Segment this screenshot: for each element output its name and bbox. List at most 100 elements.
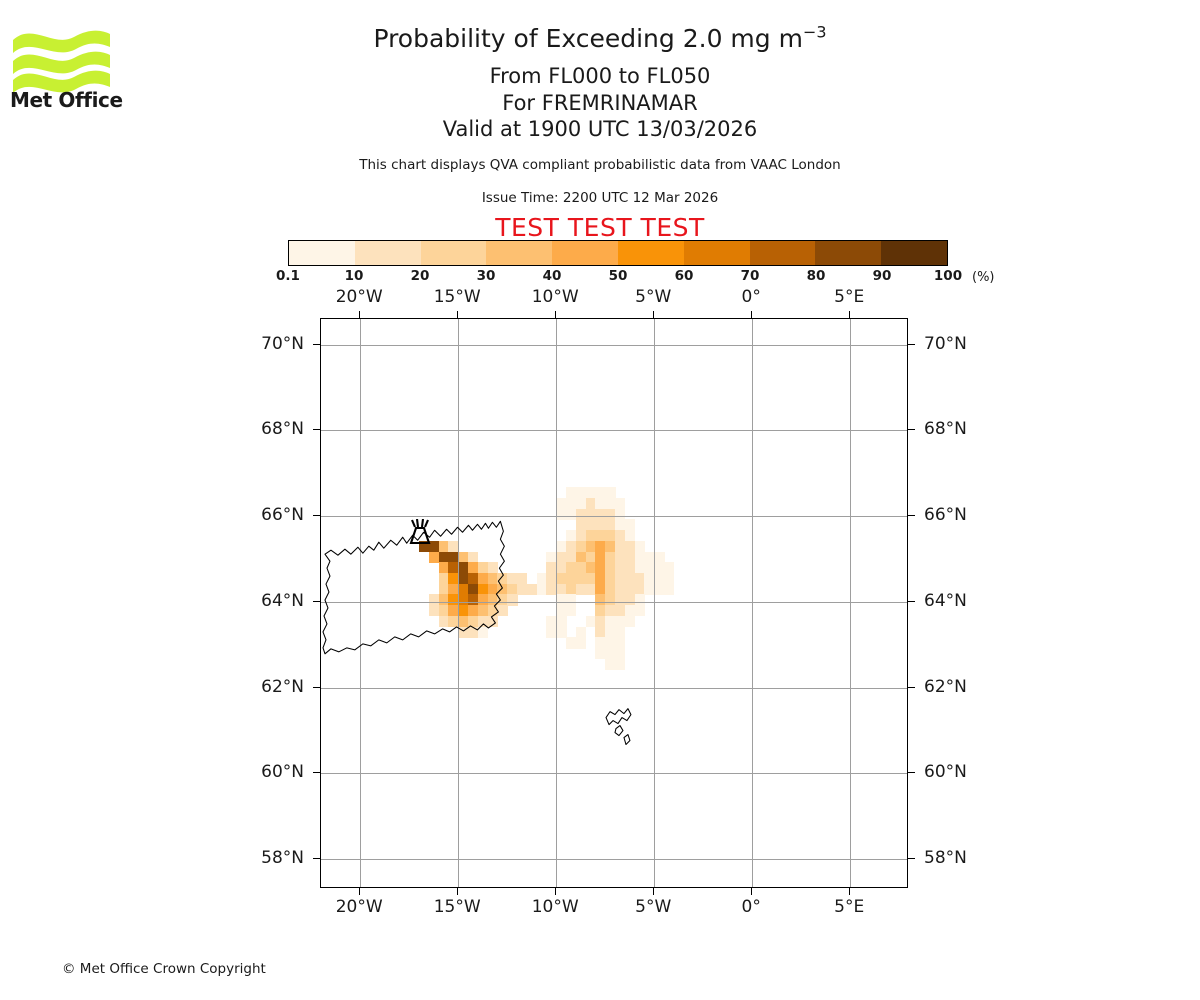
ash-probability-cell bbox=[497, 572, 508, 585]
gridline-latitude bbox=[321, 516, 907, 518]
ash-probability-cell bbox=[595, 530, 606, 542]
gridline-latitude bbox=[321, 773, 907, 775]
colorbar-segment-1 bbox=[354, 241, 421, 265]
chart-title-exponent: −3 bbox=[802, 22, 827, 42]
colorbar-tick-60: 60 bbox=[674, 268, 694, 284]
latitude-label-right: 58°N bbox=[924, 848, 967, 868]
ash-probability-cell bbox=[595, 487, 606, 499]
ash-probability-cell bbox=[634, 583, 645, 595]
colorbar-tick-30: 30 bbox=[476, 268, 496, 284]
colorbar-tick-90: 90 bbox=[872, 268, 892, 284]
longitude-label-bottom: 10°W bbox=[531, 897, 579, 917]
ash-probability-cell bbox=[585, 551, 596, 563]
ash-probability-cell bbox=[615, 605, 626, 617]
tickmark-latitude bbox=[908, 772, 915, 774]
ash-probability-cell bbox=[575, 572, 587, 585]
ash-probability-cell bbox=[585, 530, 596, 542]
colorbar-segment-6 bbox=[683, 241, 750, 265]
ash-probability-cell bbox=[468, 572, 479, 585]
ash-probability-cell bbox=[448, 572, 459, 585]
ash-probability-cell bbox=[605, 572, 616, 585]
ash-probability-cell bbox=[575, 487, 587, 499]
ash-probability-cell bbox=[546, 562, 557, 574]
ash-probability-cell bbox=[585, 508, 596, 520]
ash-probability-cell bbox=[654, 583, 665, 595]
ash-probability-cell bbox=[605, 551, 616, 563]
longitude-label-bottom: 5°W bbox=[635, 897, 672, 917]
ash-probability-cell bbox=[575, 637, 587, 649]
ash-probability-cell bbox=[605, 658, 616, 670]
ash-probability-cell bbox=[556, 594, 567, 606]
ash-probability-cell bbox=[566, 572, 577, 585]
ash-probability-cell bbox=[448, 540, 459, 553]
colorbar-segment-2 bbox=[420, 241, 487, 265]
ash-probability-cell bbox=[624, 519, 636, 531]
ash-probability-cell bbox=[477, 626, 489, 638]
ash-probability-cell bbox=[497, 605, 508, 617]
ash-probability-cell bbox=[575, 551, 587, 563]
ash-probability-cell bbox=[556, 551, 567, 563]
colorbar-tick-40: 40 bbox=[542, 268, 562, 284]
ash-probability-cell bbox=[458, 605, 469, 617]
ash-probability-cell bbox=[605, 615, 616, 628]
colorbar-segment-3 bbox=[486, 241, 553, 265]
gridline-latitude bbox=[321, 430, 907, 432]
tickmark-latitude bbox=[313, 772, 320, 774]
ash-probability-cell bbox=[566, 497, 577, 510]
faroe-islands-islet bbox=[623, 734, 631, 746]
ash-probability-cell bbox=[556, 497, 567, 510]
coastline-layer bbox=[322, 520, 632, 746]
ash-probability-cell bbox=[615, 519, 626, 531]
ash-probability-cell bbox=[566, 487, 577, 499]
ash-probability-cell bbox=[566, 594, 577, 606]
ash-probability-cell bbox=[448, 594, 459, 606]
ash-probability-cell bbox=[575, 583, 587, 595]
gridline-longitude bbox=[360, 319, 362, 887]
tickmark-latitude bbox=[908, 515, 915, 517]
ash-probability-cell bbox=[497, 583, 508, 595]
volcano-marker-icon bbox=[409, 518, 431, 544]
gridline-latitude bbox=[321, 601, 907, 603]
tickmark-longitude bbox=[555, 888, 557, 895]
ash-probability-cell bbox=[585, 562, 596, 574]
ash-probability-cell bbox=[428, 594, 440, 606]
ash-probability-cell bbox=[624, 615, 636, 628]
ash-probability-cell bbox=[487, 605, 498, 617]
ash-probability-cell bbox=[644, 551, 655, 563]
ash-probability-cell bbox=[605, 605, 616, 617]
tickmark-longitude bbox=[359, 311, 361, 318]
ash-probability-cell bbox=[546, 626, 557, 638]
ash-probability-cell bbox=[664, 562, 675, 574]
ash-probability-cell bbox=[615, 626, 626, 638]
tickmark-longitude bbox=[849, 311, 851, 318]
ash-probability-cell bbox=[585, 497, 596, 510]
latitude-label-right: 60°N bbox=[924, 762, 967, 783]
latitude-label-left: 66°N bbox=[261, 505, 304, 526]
ash-probability-cell bbox=[536, 572, 547, 585]
ash-probability-cell bbox=[438, 615, 449, 628]
colorbar-tick-70: 70 bbox=[740, 268, 760, 284]
ash-probability-cell bbox=[487, 572, 498, 585]
colorbar-segment-7 bbox=[749, 241, 816, 265]
longitude-label-bottom: 15°W bbox=[433, 897, 481, 917]
ash-probability-cell bbox=[575, 626, 587, 638]
latitude-label-left: 60°N bbox=[261, 762, 304, 783]
ash-probability-cell bbox=[585, 540, 596, 553]
tickmark-latitude bbox=[908, 686, 915, 688]
ash-probability-cell bbox=[438, 594, 449, 606]
volcano-subtitle: For FREMRINAMAR bbox=[502, 91, 698, 115]
gridline-longitude bbox=[556, 319, 558, 887]
iceland-coastline bbox=[322, 520, 505, 655]
ash-probability-cell bbox=[477, 562, 489, 574]
ash-probability-cell bbox=[507, 594, 518, 606]
ash-probability-cell bbox=[615, 637, 626, 649]
ash-probability-cell bbox=[448, 562, 459, 574]
latitude-label-right: 62°N bbox=[924, 676, 967, 697]
gridline-longitude bbox=[458, 319, 460, 887]
colorbar-tick-labels: 0.1 10 20 30 40 50 60 70 80 90 100 bbox=[276, 268, 962, 286]
ash-probability-cell bbox=[585, 487, 596, 499]
latitude-label-left: 58°N bbox=[261, 848, 304, 868]
ash-probability-cell bbox=[556, 508, 567, 520]
ash-probability-cell bbox=[458, 572, 469, 585]
tickmark-latitude bbox=[908, 429, 915, 431]
